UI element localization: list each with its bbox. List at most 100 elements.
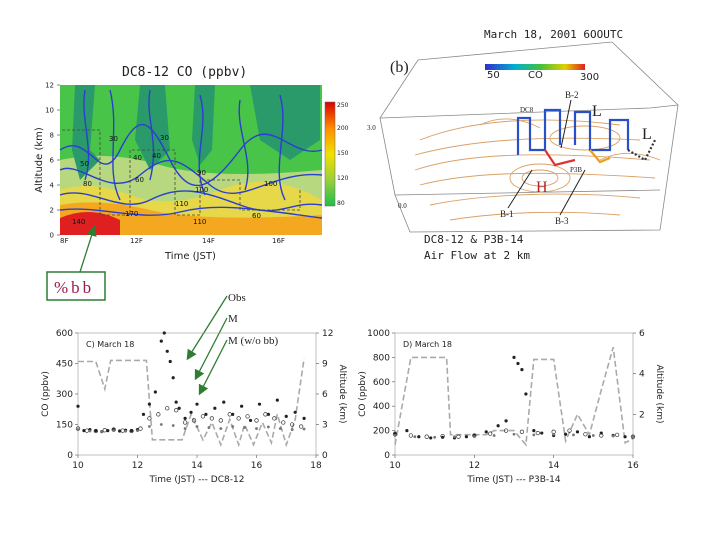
y-tick-label: 300: [56, 390, 73, 400]
y-axis-label: CO (ppbv): [358, 371, 368, 417]
data-point: [298, 424, 304, 429]
data-point: [138, 426, 143, 431]
data-point: [266, 412, 270, 416]
data-point: [429, 436, 433, 440]
panel-a-plot-area: [59, 85, 323, 235]
streamlines: [414, 118, 661, 221]
panel-a-y-axis: 12 10 8 6 4 2 0: [45, 82, 60, 240]
legend-obs: Obs: [228, 292, 246, 304]
data-point: [129, 428, 134, 434]
chart-title: D) March 18: [403, 340, 452, 349]
panel-b-header: March 18, 2001 6OOUTC: [484, 28, 623, 41]
data-point: [405, 429, 409, 433]
data-point: [227, 412, 232, 417]
data-point: [112, 429, 116, 432]
panel-b-tag: (b): [390, 59, 409, 76]
panel-a-y-tick-label: 10: [45, 107, 54, 115]
data-point: [231, 425, 235, 428]
altitude-line: [394, 346, 634, 447]
data-point: [464, 435, 468, 439]
y-tick-label: 150: [56, 421, 73, 431]
data-point: [171, 376, 175, 380]
data-point: [535, 430, 540, 436]
co-contour-lines: [59, 89, 323, 219]
svg-text:200: 200: [337, 125, 349, 132]
data-point: [599, 433, 604, 438]
altitude-line: [78, 358, 305, 448]
x-tick-label: 16: [627, 461, 639, 471]
svg-text:L: L: [592, 103, 602, 120]
svg-text:150: 150: [337, 150, 349, 157]
svg-text:B-3: B-3: [555, 216, 569, 226]
data-point: [492, 434, 496, 437]
data-point: [496, 424, 500, 428]
y2-tick-label: 4: [639, 370, 645, 380]
data-point: [413, 435, 417, 439]
data-point: [520, 368, 524, 372]
data-point: [263, 412, 268, 417]
data-point: [159, 339, 163, 343]
data-point: [532, 429, 536, 433]
data-point: [540, 431, 544, 435]
chart-title: C) March 18: [86, 340, 134, 349]
chart-d-p3b: 10 12 14 16 0 200 400 600 800 1000 2 4 6 Time (JST) -…: [358, 329, 664, 485]
svg-text:110: 110: [193, 218, 206, 226]
svg-text:40: 40: [133, 154, 142, 162]
svg-text:0.0: 0.0: [398, 202, 407, 210]
data-point: [254, 418, 259, 423]
data-point: [236, 416, 241, 421]
svg-text:16F: 16F: [272, 237, 285, 245]
data-point: [222, 400, 226, 404]
data-point: [272, 416, 277, 421]
data-point: [630, 434, 636, 439]
panel-a-y-tick-label: 8: [50, 132, 54, 140]
svg-text:100: 100: [264, 180, 277, 188]
bb-annotation: %bb: [46, 225, 106, 301]
data-point: [281, 420, 286, 425]
flight-curtains: [516, 108, 656, 167]
svg-text:120: 120: [337, 175, 349, 182]
data-point: [189, 410, 193, 414]
panel-a-colorbar: 250 200 150 120 80: [324, 101, 349, 207]
svg-text:30: 30: [160, 134, 169, 142]
svg-text:CO: CO: [528, 70, 543, 81]
panel-a-y-tick-label: 2: [50, 207, 54, 215]
data-point: [204, 412, 208, 416]
svg-text:40: 40: [152, 152, 161, 160]
data-point: [275, 398, 279, 402]
panel-a-y-tick-label: 4: [50, 182, 55, 190]
data-point: [195, 402, 199, 406]
y-tick-label: 600: [373, 378, 390, 388]
data-point: [623, 435, 627, 439]
y-tick-label: 800: [373, 353, 390, 363]
data-point: [156, 412, 161, 417]
data-point: [433, 435, 437, 439]
data-point: [512, 355, 516, 359]
data-point: [218, 418, 223, 423]
svg-text:P3B: P3B: [570, 166, 582, 174]
y-tick-label: 400: [373, 402, 390, 412]
contour-labels: 30 30 50 40 60 80 40 90 100 110 100 140 …: [72, 134, 277, 226]
y2-tick-label: 12: [322, 329, 333, 339]
y2-tick-label: 6: [322, 390, 328, 400]
data-point: [472, 435, 476, 439]
data-point: [209, 416, 215, 421]
data-point: [102, 428, 107, 433]
data-point: [532, 433, 536, 437]
data-point: [171, 424, 175, 427]
data-point: [168, 359, 172, 364]
series-m-w-o-bb-: [76, 423, 306, 434]
data-point: [240, 404, 244, 408]
data-point: [153, 390, 157, 394]
svg-text:12F: 12F: [130, 237, 143, 245]
x-tick-label: 14: [191, 461, 203, 471]
data-point: [441, 435, 445, 439]
data-point: [118, 429, 122, 433]
data-point: [174, 408, 179, 413]
co-scale-bar: 50 CO 300: [485, 64, 599, 83]
data-point: [278, 427, 282, 430]
plot-frame: [394, 332, 634, 456]
data-point: [183, 416, 187, 420]
